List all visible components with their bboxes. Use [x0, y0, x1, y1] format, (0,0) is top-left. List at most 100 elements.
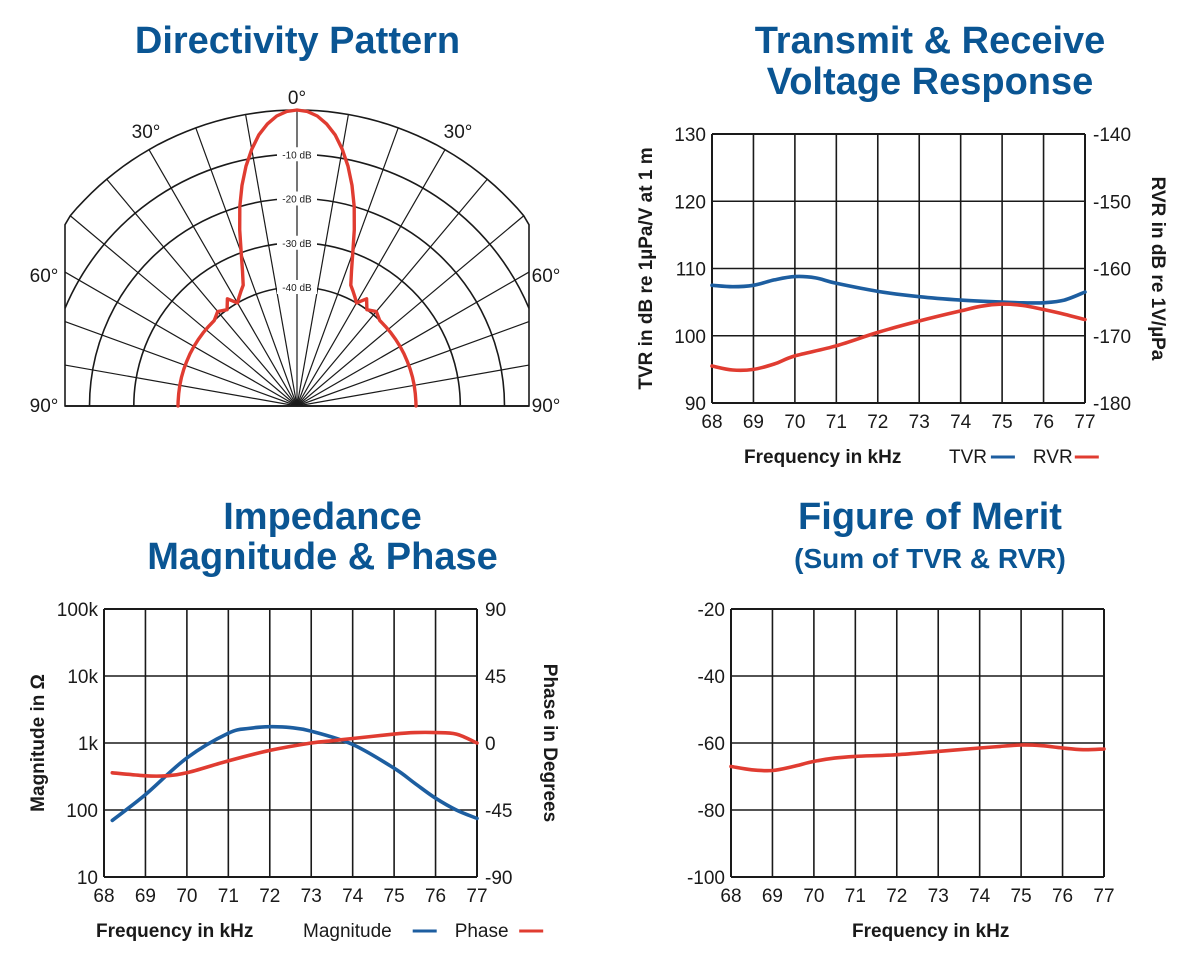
tvr-rvr-title-line2: Voltage Response [766, 61, 1094, 103]
figure_of_merit-x-tick: 72 [886, 886, 907, 907]
tvr_rvr-y2-tick: -150 [1093, 192, 1131, 213]
impedance-x-tick: 76 [425, 886, 446, 907]
impedance-y-tick: 100 [66, 801, 98, 822]
polar-ring-label-bg [277, 147, 317, 162]
tvr_rvr-y-tick: 110 [676, 260, 706, 281]
figure_of_merit-x-tick: 74 [969, 886, 991, 907]
figure_of_merit-y-tick: -40 [698, 667, 725, 688]
impedance-series-magnitude [110, 724, 479, 823]
fom-title-line2: (Sum of TVR & RVR) [794, 543, 1066, 574]
polar-ring-label: -40 dB [282, 283, 312, 294]
impedance-y2-axis-label: Phase in Degrees [539, 664, 560, 822]
impedance-x-axis-label: Frequency in kHz [96, 921, 253, 942]
polar-spoke [296, 178, 488, 407]
tvr_rvr-y-tick: 130 [674, 125, 706, 146]
polar-spoke [69, 215, 298, 407]
polar-ring-label-bg [277, 191, 317, 206]
polar-angle-label-90-left: 90° [30, 396, 59, 417]
tvr_rvr-x-tick: 72 [867, 412, 888, 433]
polar-angle-label-0: 0° [288, 88, 306, 109]
directivity-title: Directivity Pattern [134, 20, 461, 62]
polar-angle-label-60-right: 60° [532, 266, 561, 287]
impedance-x-tick: 77 [466, 886, 487, 907]
impedance-series-phase [110, 730, 479, 778]
polar-spoke [245, 114, 298, 407]
polar-spoke [64, 320, 298, 407]
fom-title-line1: Figure of Merit [798, 496, 1062, 538]
impedance-x-tick: 72 [259, 886, 280, 907]
tvr_rvr-x-tick: 73 [909, 412, 930, 433]
impedance-y2-tick: 0 [485, 734, 496, 755]
tvr_rvr-x-tick: 77 [1074, 412, 1095, 433]
tvr_rvr-x-axis-label: Frequency in kHz [744, 447, 901, 468]
polar-spoke [296, 114, 349, 407]
tvr_rvr-y2-axis-label: RVR in dB re 1V/µPa [1147, 177, 1168, 361]
tvr_rvr-x-tick: 74 [950, 412, 972, 433]
impedance-legend-label: Phase [455, 921, 509, 942]
polar-spoke [296, 271, 530, 407]
tvr_rvr-x-tick: 76 [1033, 412, 1054, 433]
impedance-y2-tick: 90 [485, 600, 506, 621]
polar-spoke [148, 149, 298, 407]
tvr_rvr-y2-tick: -180 [1093, 394, 1131, 415]
impedance-y2-tick: -90 [485, 868, 512, 889]
polar-pattern-curve [176, 108, 418, 408]
impedance-y2-tick: -45 [485, 801, 512, 822]
polar-angle-label-60-left: 60° [30, 266, 59, 287]
polar-spoke [195, 127, 298, 407]
tvr_rvr-y-tick: 100 [674, 327, 706, 348]
impedance-x-tick: 71 [218, 886, 239, 907]
polar-spoke [106, 178, 298, 407]
tvr_rvr-legend-label: RVR [1033, 447, 1073, 468]
impedance-y-tick: 10 [77, 868, 98, 889]
figure_of_merit-x-tick: 71 [845, 886, 866, 907]
impedance-x-tick: 70 [176, 886, 197, 907]
polar-ring-label: -20 dB [282, 195, 312, 206]
polar-angle-label-90-right: 90° [532, 396, 561, 417]
polar-ring-label-bg [277, 235, 317, 250]
impedance-x-tick: 68 [93, 886, 114, 907]
impedance-x-tick: 74 [342, 886, 364, 907]
polar-spoke [64, 271, 298, 407]
tvr_rvr-y-axis-label: TVR in dB re 1µPa/V at 1 m [636, 147, 657, 389]
impedance-y-tick: 10k [67, 667, 98, 688]
tvr_rvr-x-tick: 71 [826, 412, 847, 433]
figure_of_merit-x-tick: 70 [803, 886, 824, 907]
figure_of_merit-x-tick: 68 [720, 886, 741, 907]
figure_of_merit-series-fom [729, 743, 1106, 773]
tvr_rvr-y-tick: 120 [674, 192, 706, 213]
tvr_rvr-y2-tick: -170 [1093, 327, 1131, 348]
impedance-x-tick: 69 [135, 886, 156, 907]
tvr_rvr-y-tick: 90 [685, 394, 706, 415]
figure_of_merit-x-tick: 69 [762, 886, 783, 907]
impedance-title-line2: Magnitude & Phase [147, 536, 498, 578]
polar-angle-label-30-right: 30° [444, 122, 473, 143]
tvr_rvr-x-tick: 75 [992, 412, 1013, 433]
impedance-y-tick: 100k [57, 600, 99, 621]
figure_of_merit-x-tick: 73 [928, 886, 949, 907]
impedance-x-tick: 75 [384, 886, 405, 907]
figure_of_merit-x-axis-label: Frequency in kHz [852, 921, 1009, 942]
figure_of_merit-x-tick: 76 [1052, 886, 1073, 907]
polar-ring-label: -30 dB [282, 239, 312, 250]
polar-ring-label-bg [277, 280, 317, 294]
tvr_rvr-legend-label: TVR [949, 447, 987, 468]
figure_of_merit-y-tick: -80 [698, 801, 725, 822]
figure_of_merit-y-tick: -60 [698, 734, 725, 755]
figure_of_merit-y-tick: -20 [698, 600, 725, 621]
impedance-legend-label: Magnitude [303, 921, 392, 942]
tvr_rvr-y2-tick: -140 [1093, 125, 1131, 146]
figure_of_merit-y-tick: -100 [687, 868, 725, 889]
polar-angle-label-30-left: 30° [132, 122, 161, 143]
impedance-x-tick: 73 [301, 886, 322, 907]
tvr_rvr-x-tick: 70 [784, 412, 805, 433]
tvr_rvr-x-tick: 69 [743, 412, 764, 433]
tvr_rvr-x-tick: 68 [701, 412, 722, 433]
tvr_rvr-series-tvr [710, 274, 1087, 305]
tvr-rvr-title-line1: Transmit & Receive [754, 20, 1106, 62]
polar-ring-label: -10 dB [282, 150, 312, 161]
impedance-y2-tick: 45 [485, 667, 506, 688]
figure_of_merit-x-tick: 75 [1011, 886, 1032, 907]
tvr_rvr-series-rvr [710, 302, 1087, 373]
